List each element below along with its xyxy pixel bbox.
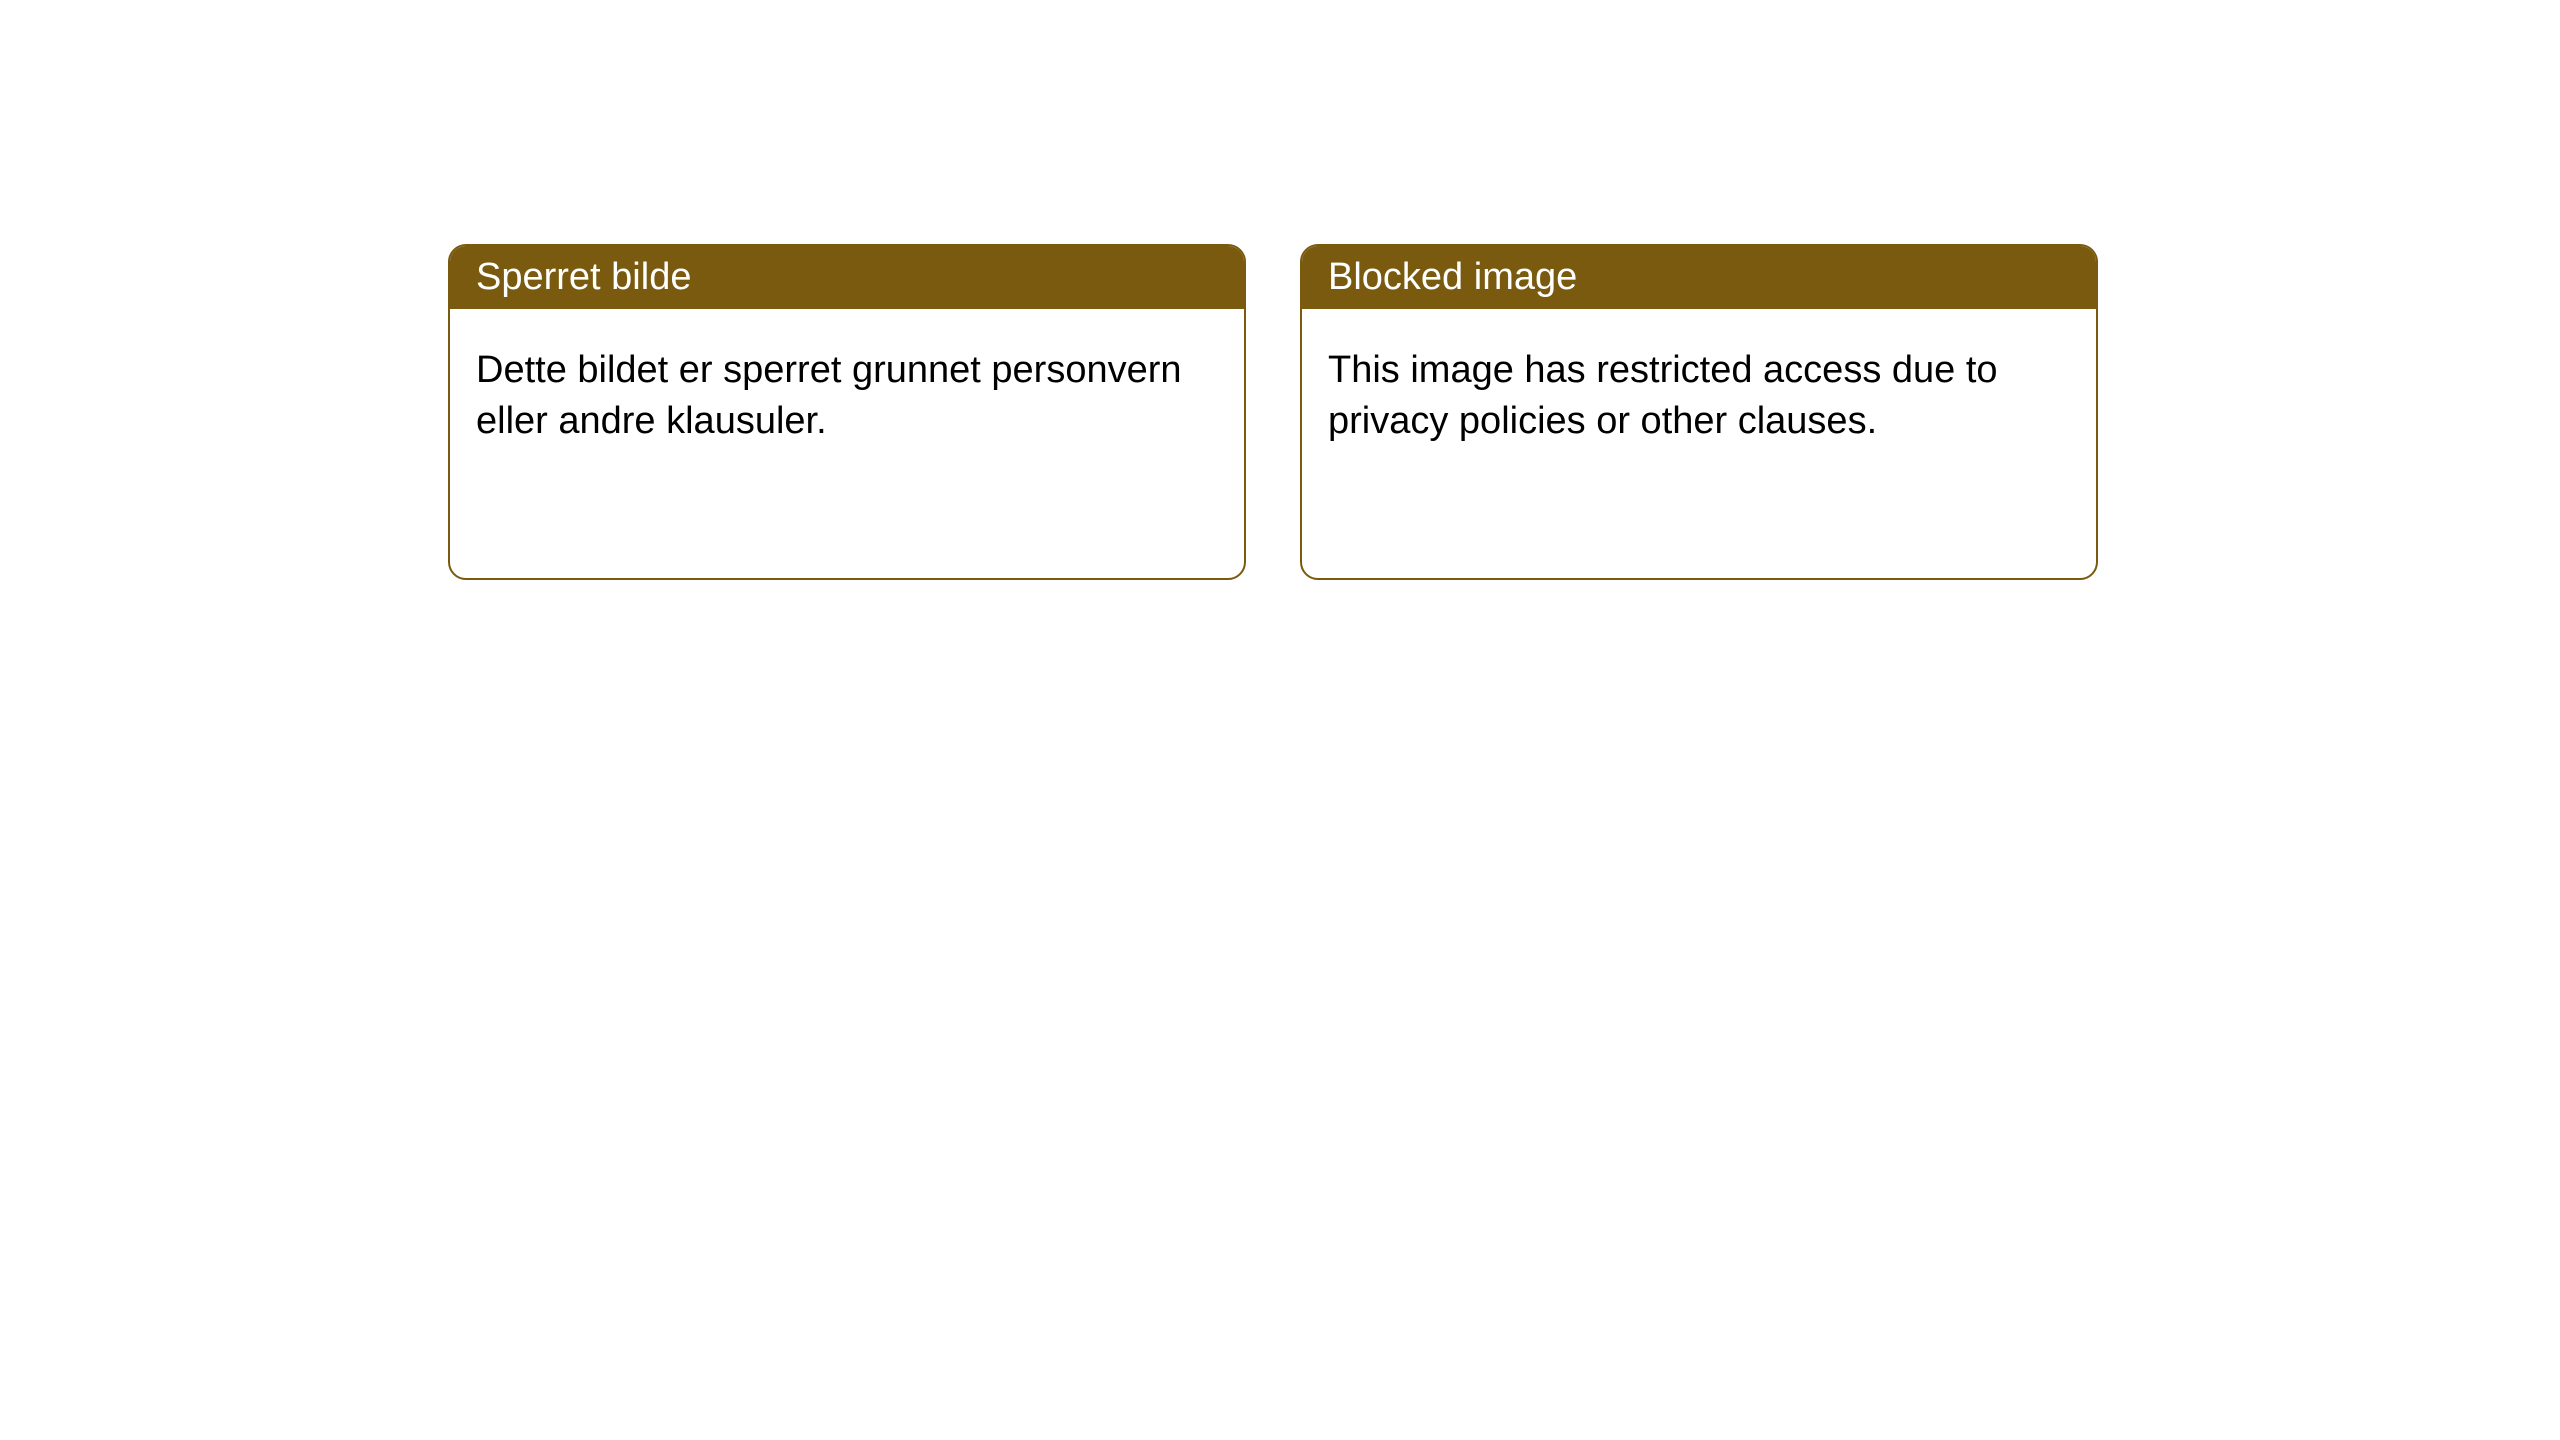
notice-text: Dette bildet er sperret grunnet personve… bbox=[476, 349, 1182, 442]
notice-header-norwegian: Sperret bilde bbox=[450, 246, 1244, 309]
notice-body-english: This image has restricted access due to … bbox=[1302, 309, 2096, 484]
notice-title: Sperret bilde bbox=[476, 256, 691, 298]
notice-title: Blocked image bbox=[1328, 256, 1577, 298]
notice-container: Sperret bilde Dette bildet er sperret gr… bbox=[0, 0, 2560, 580]
notice-text: This image has restricted access due to … bbox=[1328, 349, 1998, 442]
notice-card-english: Blocked image This image has restricted … bbox=[1300, 244, 2098, 580]
notice-body-norwegian: Dette bildet er sperret grunnet personve… bbox=[450, 309, 1244, 484]
notice-header-english: Blocked image bbox=[1302, 246, 2096, 309]
notice-card-norwegian: Sperret bilde Dette bildet er sperret gr… bbox=[448, 244, 1246, 580]
